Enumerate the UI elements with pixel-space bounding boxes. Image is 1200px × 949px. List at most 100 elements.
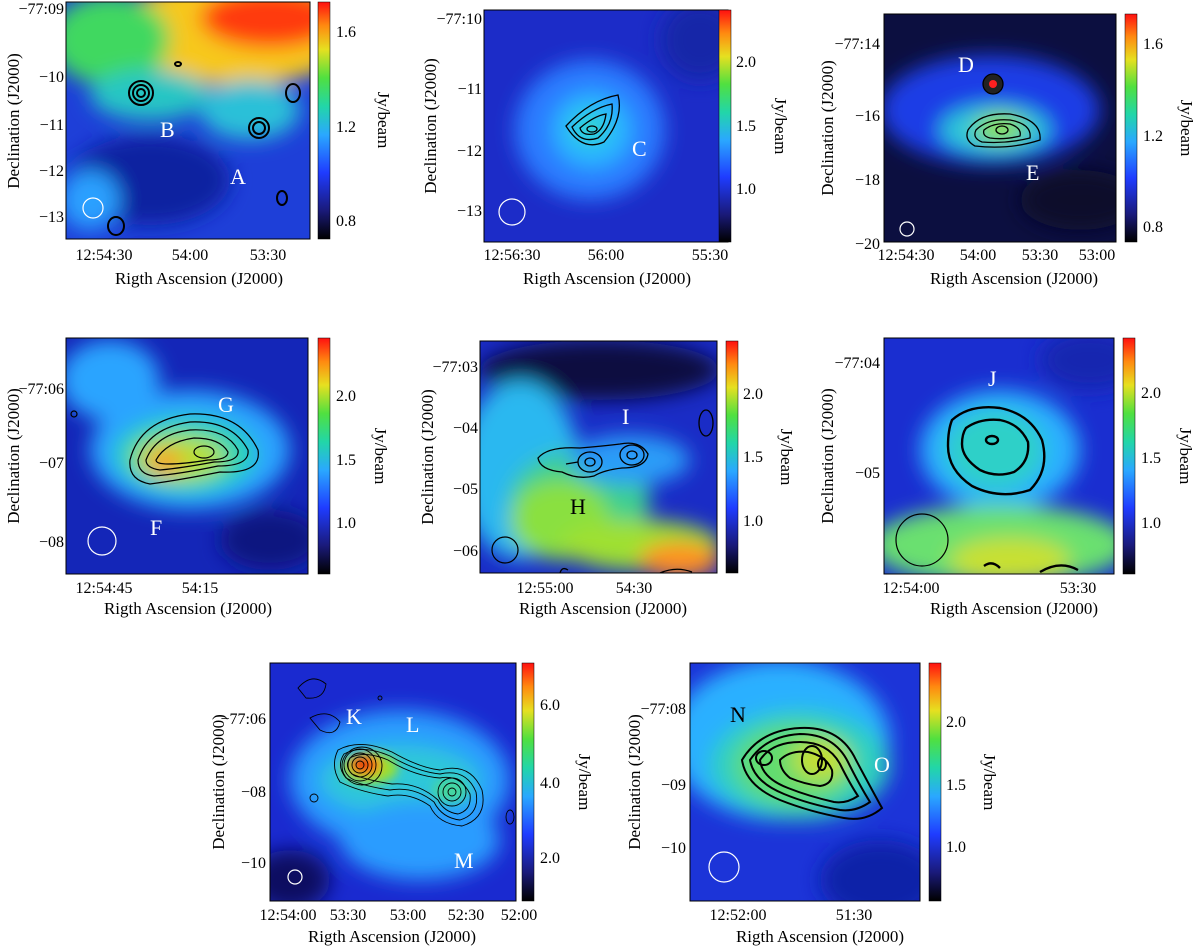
- colorbar-tick-label: 0.8: [336, 213, 356, 230]
- y-tick-label: −10: [241, 855, 266, 872]
- y-tick-label: −05: [855, 465, 880, 482]
- y-tick-label: −11: [40, 117, 64, 134]
- panel-5: H I −77:03 −04 −05 −06 12:55:00 54:30 Ri…: [418, 340, 796, 618]
- panel-8-colorbar-ticks: 2.0 1.5 1.0: [946, 714, 966, 856]
- x-tick-label: 52:00: [501, 907, 537, 924]
- panel-5-yticks: −77:03 −04 −05 −06: [433, 359, 478, 560]
- panel-4-colorbar-ticks: 2.0 1.5 1.0: [336, 388, 356, 532]
- panel-6-ylabel: Declination (J2000): [818, 388, 837, 524]
- y-tick-label: −08: [39, 534, 64, 551]
- x-tick-label: 55:30: [692, 247, 728, 264]
- panel-3-image: D E: [884, 14, 1116, 242]
- panel-7-xticks: 12:54:00 53:30 53:00 52:30 52:00: [260, 907, 538, 924]
- panel-3-colorbar: [1124, 13, 1138, 243]
- x-tick-label: 12:52:00: [710, 907, 767, 924]
- y-tick-label: −09: [661, 777, 686, 794]
- panel-1-beam: [82, 197, 104, 219]
- panel-8-ylabel: Declination (J2000): [625, 714, 644, 850]
- panel-5-ylabel: Declination (J2000): [418, 389, 437, 525]
- colorbar-tick-label: 0.8: [1143, 219, 1163, 236]
- panel-6-beam: [895, 513, 949, 567]
- colorbar-tick-label: 1.0: [336, 515, 356, 532]
- panel-4-colorbar: [317, 337, 331, 575]
- panel-1-ylabel: Declination (J2000): [4, 53, 23, 189]
- panel-3-colorbar-ticks: 1.6 1.2 0.8: [1143, 36, 1163, 236]
- panel-5-source-label: I: [622, 404, 629, 429]
- panel-6-contours: [946, 406, 1079, 574]
- panel-3-source-label: D: [958, 52, 974, 77]
- x-tick-label: 12:54:30: [76, 247, 133, 264]
- panel-4: F G −77:06 −07 −08 12:54:45 54:15 Rigth …: [4, 337, 390, 618]
- colorbar-tick-label: 2.0: [540, 850, 560, 867]
- x-tick-label: 53:30: [1022, 247, 1058, 264]
- panel-2-colorbar-label: Jy/beam: [771, 98, 790, 155]
- panel-4-ylabel: Declination (J2000): [4, 388, 23, 524]
- colorbar-tick-label: 1.2: [336, 119, 356, 136]
- x-tick-label: 53:30: [1060, 580, 1096, 597]
- panel-1-source-label: B: [160, 117, 175, 142]
- panel-7-beam: [287, 869, 303, 885]
- y-tick-label: −08: [241, 784, 266, 801]
- panel-2: C −77:10 −11 −12 −13 12:56:30 56:00 55:3…: [421, 9, 790, 288]
- panel-1-yticks: −77:09 −10 −11 −12 −13: [19, 1, 64, 226]
- panel-3-xlabel: Rigth Ascension (J2000): [930, 269, 1098, 288]
- y-tick-label: −12: [457, 143, 482, 160]
- y-tick-label: −05: [453, 481, 478, 498]
- panel-7: K L M −77:06 −08 −10 12:54:00 53:30 53:0…: [209, 662, 594, 946]
- panel-8: N O −77:08 −09 −10 12:52:00 51:30 Rigth …: [625, 662, 999, 946]
- colorbar-tick-label: 6.0: [540, 697, 560, 714]
- x-tick-label: 56:00: [588, 247, 624, 264]
- panel-7-colorbar-label: Jy/beam: [575, 754, 594, 811]
- panel-4-source-label: G: [218, 392, 234, 417]
- panel-1-contours: [107, 61, 301, 236]
- colorbar-tick-label: 2.0: [336, 388, 356, 405]
- x-tick-label: 54:00: [172, 247, 208, 264]
- colorbar-tick-label: 1.0: [736, 181, 756, 198]
- y-tick-label: −77:08: [641, 701, 686, 718]
- panel-2-ylabel: Declination (J2000): [421, 58, 440, 194]
- colorbar-tick-label: 1.6: [1143, 36, 1163, 53]
- x-tick-label: 12:54:30: [878, 247, 935, 264]
- panel-1-colorbar-ticks: 1.6 1.2 0.8: [336, 24, 356, 230]
- panel-4-contours: [70, 410, 259, 485]
- y-tick-label: −77:04: [835, 355, 880, 372]
- colorbar-tick-label: 4.0: [540, 775, 560, 792]
- panel-7-source-label: L: [406, 712, 419, 737]
- panel-8-source-label: O: [874, 752, 890, 777]
- panel-6-colorbar-label: Jy/beam: [1176, 428, 1195, 485]
- y-tick-label: −77:03: [433, 359, 478, 376]
- panel-5-colorbar: [725, 340, 739, 574]
- panel-4-source-label: F: [150, 515, 162, 540]
- panel-1-colorbar-label: Jy/beam: [374, 92, 393, 149]
- x-tick-label: 54:00: [960, 247, 996, 264]
- y-tick-label: −77:06: [221, 711, 266, 728]
- y-tick-label: −06: [453, 543, 478, 560]
- x-tick-label: 12:54:45: [76, 580, 133, 597]
- panel-7-source-label: K: [346, 704, 362, 729]
- panel-2-colorbar-ticks: 2.0 1.5 1.0: [736, 54, 756, 198]
- panel-2-image: C: [484, 10, 728, 242]
- panel-3: D E −77:14 −16 −18 −20 12:54:30 54:00 53…: [818, 13, 1196, 288]
- x-tick-label: 53:30: [250, 247, 286, 264]
- panel-8-colorbar-label: Jy/beam: [980, 754, 999, 811]
- y-tick-label: −11: [458, 81, 482, 98]
- panel-6-xticks: 12:54:00 53:30: [883, 580, 1097, 597]
- colorbar-tick-label: 1.5: [736, 118, 756, 135]
- panel-4-image: F G: [66, 338, 308, 574]
- x-tick-label: 53:00: [390, 907, 426, 924]
- panel-8-contours: [740, 726, 884, 820]
- panel-5-colorbar-label: Jy/beam: [777, 429, 796, 486]
- panel-8-colorbar: [928, 662, 942, 902]
- panel-3-contours: [966, 73, 1041, 148]
- colorbar-tick-label: 1.5: [743, 449, 763, 466]
- panel-2-xticks: 12:56:30 56:00 55:30: [484, 247, 729, 264]
- panel-1-source-label: A: [230, 164, 246, 189]
- panel-3-colorbar-label: Jy/beam: [1177, 100, 1196, 157]
- panel-7-ylabel: Declination (J2000): [209, 714, 228, 850]
- y-tick-label: −07: [39, 455, 64, 472]
- panel-3-source-label: E: [1026, 160, 1039, 185]
- panel-6-colorbar-ticks: 2.0 1.5 1.0: [1141, 385, 1161, 532]
- panel-5-source-label: H: [570, 494, 586, 519]
- panel-6-colorbar: [1122, 337, 1136, 575]
- y-tick-label: −18: [855, 172, 880, 189]
